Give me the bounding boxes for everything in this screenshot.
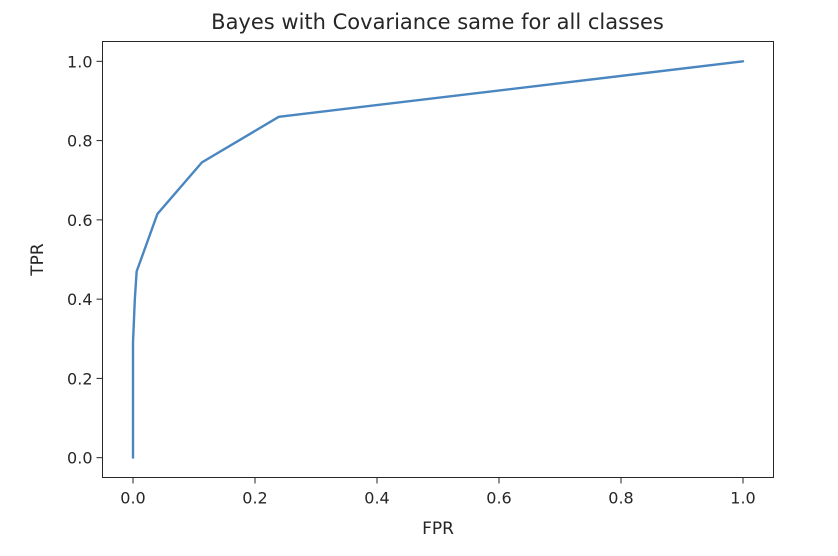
plot-frame [102,41,774,478]
chart-title: Bayes with Covariance same for all class… [211,10,664,34]
y-axis-label: TPR [28,243,48,277]
x-axis: 0.0 0.2 0.4 0.6 0.8 1.0 [120,477,756,508]
x-tick-label: 0.0 [120,489,145,508]
x-tick-label: 0.4 [364,489,389,508]
x-tick-label: 0.2 [242,489,267,508]
x-axis-label: FPR [422,519,454,539]
y-tick-label: 0.4 [67,290,92,309]
y-axis: 0.0 0.2 0.4 0.6 0.8 1.0 [67,52,103,468]
x-tick-label: 0.8 [608,489,633,508]
y-tick-label: 0.0 [67,449,92,468]
y-tick-label: 0.8 [67,132,92,151]
y-tick-label: 0.2 [67,369,92,388]
roc-curve-line [131,60,745,459]
x-tick-label: 1.0 [730,489,755,508]
y-tick-label: 0.6 [67,211,92,230]
y-tick-label: 1.0 [67,52,92,71]
x-tick-label: 0.6 [486,489,511,508]
